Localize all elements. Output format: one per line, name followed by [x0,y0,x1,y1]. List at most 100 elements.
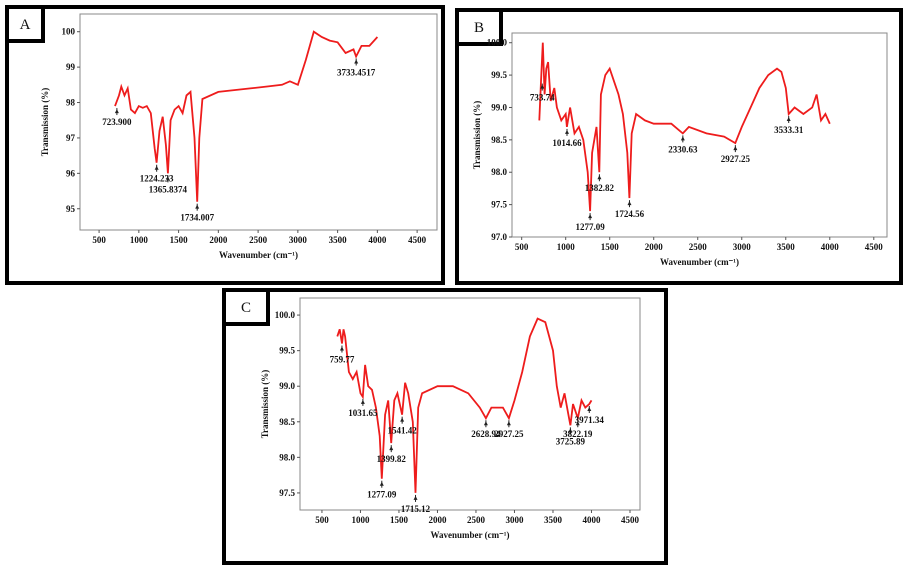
x-tick-label: 3500 [544,515,563,525]
y-tick-label: 99.5 [491,70,507,80]
x-tick-label: 1500 [601,242,620,252]
y-tick-label: 97.5 [491,200,507,210]
arrow-head [413,495,418,500]
y-tick-label: 98.5 [491,135,507,145]
arrow-head [354,59,359,64]
x-tick-label: 1000 [351,515,370,525]
x-tick-label: 1500 [390,515,409,525]
annotation-label: 3971.34 [575,415,605,425]
annotation-label: 1277.09 [575,222,605,232]
arrow-head [195,204,200,209]
x-tick-label: 4500 [408,235,427,245]
x-tick-label: 2500 [249,235,268,245]
annotation-label: 723.900 [102,117,132,127]
annotation-label: 3733.4517 [337,67,376,77]
x-tick-label: 500 [515,242,529,252]
x-tick-label: 3000 [505,515,524,525]
arrow-head [564,129,569,134]
x-tick-label: 3500 [329,235,348,245]
x-tick-label: 2500 [689,242,708,252]
annotation-label: 3725.89 [556,436,586,446]
annotation-label: 1224.233 [140,174,174,184]
y-tick-label: 99.0 [279,381,295,391]
y-tick-label: 97.5 [279,488,295,498]
arrow-head [339,346,344,351]
arrow-head [597,175,602,180]
panel-label: A [20,17,31,33]
annotation-label: 3533.31 [774,125,804,135]
y-tick-label: 100.0 [275,310,296,320]
x-tick-label: 1500 [170,235,189,245]
x-tick-label: 4000 [582,515,601,525]
arrow-head [389,446,394,451]
arrow-head [165,176,170,181]
annotation-label: 2628.94 [471,429,501,439]
arrow-head [400,417,405,422]
arrow-head [506,421,511,426]
annotation-label: 1541.42 [388,426,418,436]
x-tick-label: 500 [92,235,106,245]
x-tick-label: 2000 [209,235,228,245]
panel-tab [455,8,503,46]
panel-label: C [241,300,251,316]
x-tick-label: 4000 [821,242,840,252]
spectrum-line [336,317,593,493]
annotation-label: 1734.007 [180,213,214,223]
y-axis-label: Transmission (%) [40,88,50,157]
annotation-label: 2927.25 [721,154,751,164]
x-axis-label: Wavenumber (cm⁻¹) [430,530,509,540]
annotation-label: 1715.12 [401,504,431,514]
x-tick-label: 4000 [368,235,387,245]
x-tick-label: 2500 [467,515,486,525]
x-tick-label: 1000 [557,242,576,252]
y-tick-label: 97.0 [491,232,507,242]
x-tick-label: 2000 [428,515,447,525]
spectrum-line [114,30,379,202]
x-tick-label: 3500 [777,242,796,252]
arrow-head [575,421,580,426]
annotation-label: 1365.8374 [149,184,188,194]
x-tick-label: 4500 [865,242,884,252]
arrow-head [360,399,365,404]
annotation-label: 3822.19 [563,429,593,439]
annotation-label: 1277.09 [367,490,397,500]
x-axis-label: Wavenumber (cm⁻¹) [219,250,298,260]
y-axis-label: Transmission (%) [260,370,270,439]
arrow-head [568,428,573,433]
x-tick-label: 3000 [733,242,752,252]
y-tick-label: 100.0 [487,38,508,48]
arrow-head [627,201,632,206]
arrow-head [588,214,593,219]
annotation-label: 1382.82 [585,183,615,193]
x-tick-label: 4500 [621,515,640,525]
plot-frame [79,13,438,231]
x-tick-label: 500 [315,515,329,525]
annotation-label: 733.74 [530,93,555,103]
x-tick-label: 2000 [645,242,664,252]
annotation-label: 1031.65 [348,408,378,418]
x-tick-label: 1000 [130,235,149,245]
y-tick-label: 97 [66,133,76,143]
y-tick-label: 98.5 [279,417,295,427]
y-tick-label: 98.0 [279,452,295,462]
arrow-head [786,116,791,121]
x-tick-label: 3000 [289,235,308,245]
arrow-head [154,165,159,170]
y-tick-label: 98 [66,98,76,108]
arrow-head [114,109,119,114]
plot-frame [511,32,888,238]
annotation-label: 759.77 [330,355,355,365]
panel-border [222,288,668,565]
y-tick-label: 99.5 [279,346,295,356]
panel-border [455,8,903,285]
y-tick-label: 100 [62,27,76,37]
y-tick-label: 99 [66,62,76,72]
arrow-head [379,481,384,486]
panel-tab [5,5,45,43]
annotation-label: 2330.63 [668,144,698,154]
arrow-head [680,136,685,141]
annotation-label: 2927.25 [494,429,524,439]
plot-frame [299,297,641,511]
panel-label: B [474,20,484,36]
